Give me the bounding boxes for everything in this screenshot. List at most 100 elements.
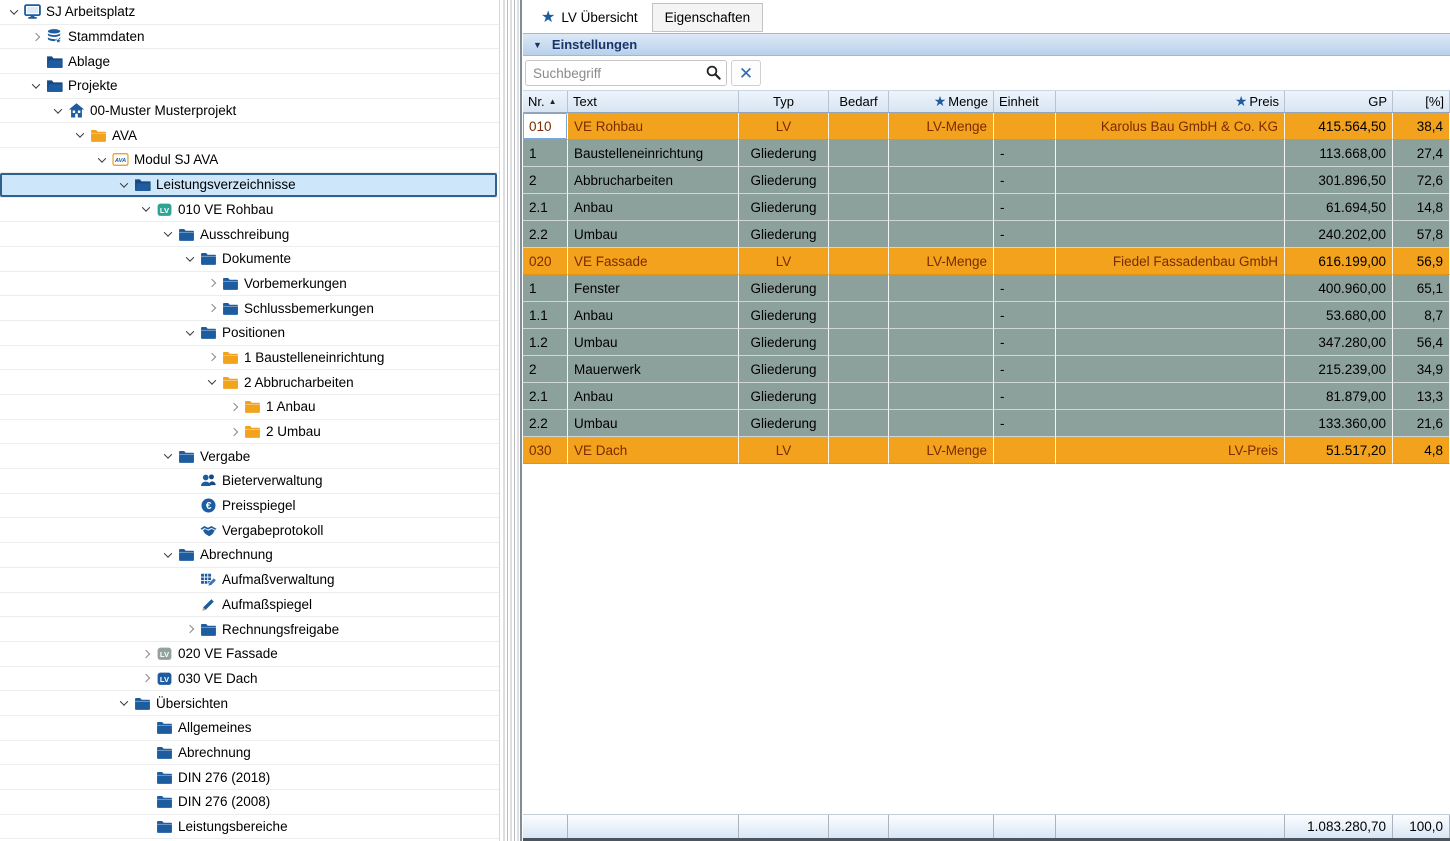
cell-menge[interactable] — [889, 410, 994, 437]
cell-pct[interactable]: 4,8 — [1393, 437, 1450, 464]
cell-typ[interactable]: Gliederung — [739, 167, 829, 194]
tree-item-aufmaßverwaltung[interactable]: Aufmaßverwaltung — [0, 568, 499, 593]
tree-item-030-ve-dach[interactable]: LV 030 VE Dach — [0, 667, 499, 692]
cell-menge[interactable] — [889, 302, 994, 329]
expander-chevron-down-icon[interactable] — [28, 78, 44, 94]
cell-menge[interactable]: LV-Menge — [889, 437, 994, 464]
cell-preis[interactable]: LV-Preis — [1056, 437, 1285, 464]
tree-item-projekte[interactable]: Projekte — [0, 74, 499, 99]
cell-typ[interactable]: Gliederung — [739, 410, 829, 437]
cell-menge[interactable] — [889, 356, 994, 383]
cell-typ[interactable]: Gliederung — [739, 356, 829, 383]
cell-preis[interactable]: Fiedel Fassadenbau GmbH — [1056, 248, 1285, 275]
cell-text[interactable]: Anbau — [568, 383, 739, 410]
cell-preis[interactable] — [1056, 194, 1285, 221]
tree-item-allgemeines[interactable]: Allgemeines — [0, 716, 499, 741]
cell-bedarf[interactable] — [829, 194, 889, 221]
table-row-1.2[interactable]: 1.2 Umbau Gliederung - 347.280,00 56,4 — [523, 329, 1450, 356]
cell-gp[interactable]: 400.960,00 — [1285, 275, 1393, 302]
cell-menge[interactable]: LV-Menge — [889, 248, 994, 275]
cell-pct[interactable]: 72,6 — [1393, 167, 1450, 194]
cell-nr[interactable]: 1.2 — [523, 329, 568, 356]
cell-text[interactable]: Fenster — [568, 275, 739, 302]
tree-item-2-abbrucharbeiten[interactable]: 2 Abbrucharbeiten — [0, 370, 499, 395]
cell-gp[interactable]: 240.202,00 — [1285, 221, 1393, 248]
cell-typ[interactable]: Gliederung — [739, 221, 829, 248]
cell-nr[interactable]: 1 — [523, 275, 568, 302]
table-row-2.1[interactable]: 2.1 Anbau Gliederung - 81.879,00 13,3 — [523, 383, 1450, 410]
tree-item-ausschreibung[interactable]: Ausschreibung — [0, 222, 499, 247]
cell-nr[interactable]: 1.1 — [523, 302, 568, 329]
clear-search-button[interactable]: ✕ — [731, 60, 761, 86]
tree-item-dokumente[interactable]: Dokumente — [0, 247, 499, 272]
cell-bedarf[interactable] — [829, 329, 889, 356]
cell-pct[interactable]: 13,3 — [1393, 383, 1450, 410]
cell-preis[interactable] — [1056, 302, 1285, 329]
cell-text[interactable]: Anbau — [568, 302, 739, 329]
cell-einheit[interactable] — [994, 113, 1056, 140]
collapse-caret-icon[interactable]: ▼ — [533, 39, 542, 50]
cell-pct[interactable]: 27,4 — [1393, 140, 1450, 167]
cell-einheit[interactable] — [994, 437, 1056, 464]
cell-menge[interactable]: LV-Menge — [889, 113, 994, 140]
cell-bedarf[interactable] — [829, 383, 889, 410]
cell-gp[interactable]: 415.564,50 — [1285, 113, 1393, 140]
cell-bedarf[interactable] — [829, 167, 889, 194]
column-header-bedarf[interactable]: Bedarf — [829, 91, 889, 112]
tree-item-010-ve-rohbau[interactable]: LV 010 VE Rohbau — [0, 198, 499, 223]
tree-item-vergabe[interactable]: Vergabe — [0, 444, 499, 470]
cell-gp[interactable]: 51.517,20 — [1285, 437, 1393, 464]
cell-pct[interactable]: 34,9 — [1393, 356, 1450, 383]
cell-bedarf[interactable] — [829, 140, 889, 167]
expander-chevron-down-icon[interactable] — [160, 547, 176, 563]
cell-nr[interactable]: 030 — [523, 437, 568, 464]
cell-gp[interactable]: 215.239,00 — [1285, 356, 1393, 383]
tree-item-2-umbau[interactable]: 2 Umbau — [0, 420, 499, 445]
cell-gp[interactable]: 81.879,00 — [1285, 383, 1393, 410]
tree-item-preisspiegel[interactable]: € Preisspiegel — [0, 494, 499, 519]
tree-item-abrechnung[interactable]: Abrechnung — [0, 543, 499, 568]
cell-preis[interactable] — [1056, 410, 1285, 437]
cell-typ[interactable]: LV — [739, 437, 829, 464]
cell-bedarf[interactable] — [829, 437, 889, 464]
cell-einheit[interactable]: - — [994, 383, 1056, 410]
table-row-2.2[interactable]: 2.2 Umbau Gliederung - 133.360,00 21,6 — [523, 410, 1450, 437]
expander-chevron-down-icon[interactable] — [6, 4, 22, 20]
cell-einheit[interactable]: - — [994, 356, 1056, 383]
cell-text[interactable]: Umbau — [568, 221, 739, 248]
cell-typ[interactable]: Gliederung — [739, 194, 829, 221]
cell-preis[interactable] — [1056, 140, 1285, 167]
cell-typ[interactable]: Gliederung — [739, 275, 829, 302]
expander-chevron-right-icon[interactable] — [226, 424, 242, 440]
tree-item-positionen[interactable]: Positionen — [0, 321, 499, 346]
cell-bedarf[interactable] — [829, 221, 889, 248]
cell-preis[interactable] — [1056, 329, 1285, 356]
expander-chevron-right-icon[interactable] — [138, 646, 154, 662]
cell-typ[interactable]: LV — [739, 248, 829, 275]
cell-preis[interactable]: Karolus Bau GmbH & Co. KG — [1056, 113, 1285, 140]
tree-item-stammdaten[interactable]: Stammdaten — [0, 25, 499, 50]
expander-chevron-down-icon[interactable] — [204, 374, 220, 390]
cell-text[interactable]: Abbrucharbeiten — [568, 167, 739, 194]
cell-nr[interactable]: 2.2 — [523, 221, 568, 248]
table-row-030[interactable]: 030 VE Dach LV LV-Menge LV-Preis 51.517,20 4,8 — [523, 437, 1450, 464]
tree-item-1-anbau[interactable]: 1 Anbau — [0, 395, 499, 420]
settings-section-header[interactable]: ▼ Einstellungen — [523, 33, 1450, 56]
cell-menge[interactable] — [889, 275, 994, 302]
cell-einheit[interactable]: - — [994, 329, 1056, 356]
tree-item-ablage[interactable]: Ablage — [0, 49, 499, 75]
cell-einheit[interactable]: - — [994, 140, 1056, 167]
cell-preis[interactable] — [1056, 275, 1285, 302]
column-header-text[interactable]: Text — [568, 91, 739, 112]
tree-item-schlussbemerkungen[interactable]: Schlussbemerkungen — [0, 296, 499, 321]
expander-chevron-down-icon[interactable] — [116, 177, 132, 193]
cell-typ[interactable]: Gliederung — [739, 329, 829, 356]
table-row-2.1[interactable]: 2.1 Anbau Gliederung - 61.694,50 14,8 — [523, 194, 1450, 221]
expander-chevron-right-icon[interactable] — [28, 29, 44, 45]
cell-gp[interactable]: 347.280,00 — [1285, 329, 1393, 356]
tree-item-rechnungsfreigabe[interactable]: Rechnungsfreigabe — [0, 617, 499, 642]
column-header-pct[interactable]: [%] — [1393, 91, 1450, 112]
cell-einheit[interactable]: - — [994, 410, 1056, 437]
cell-pct[interactable]: 56,9 — [1393, 248, 1450, 275]
cell-einheit[interactable]: - — [994, 167, 1056, 194]
